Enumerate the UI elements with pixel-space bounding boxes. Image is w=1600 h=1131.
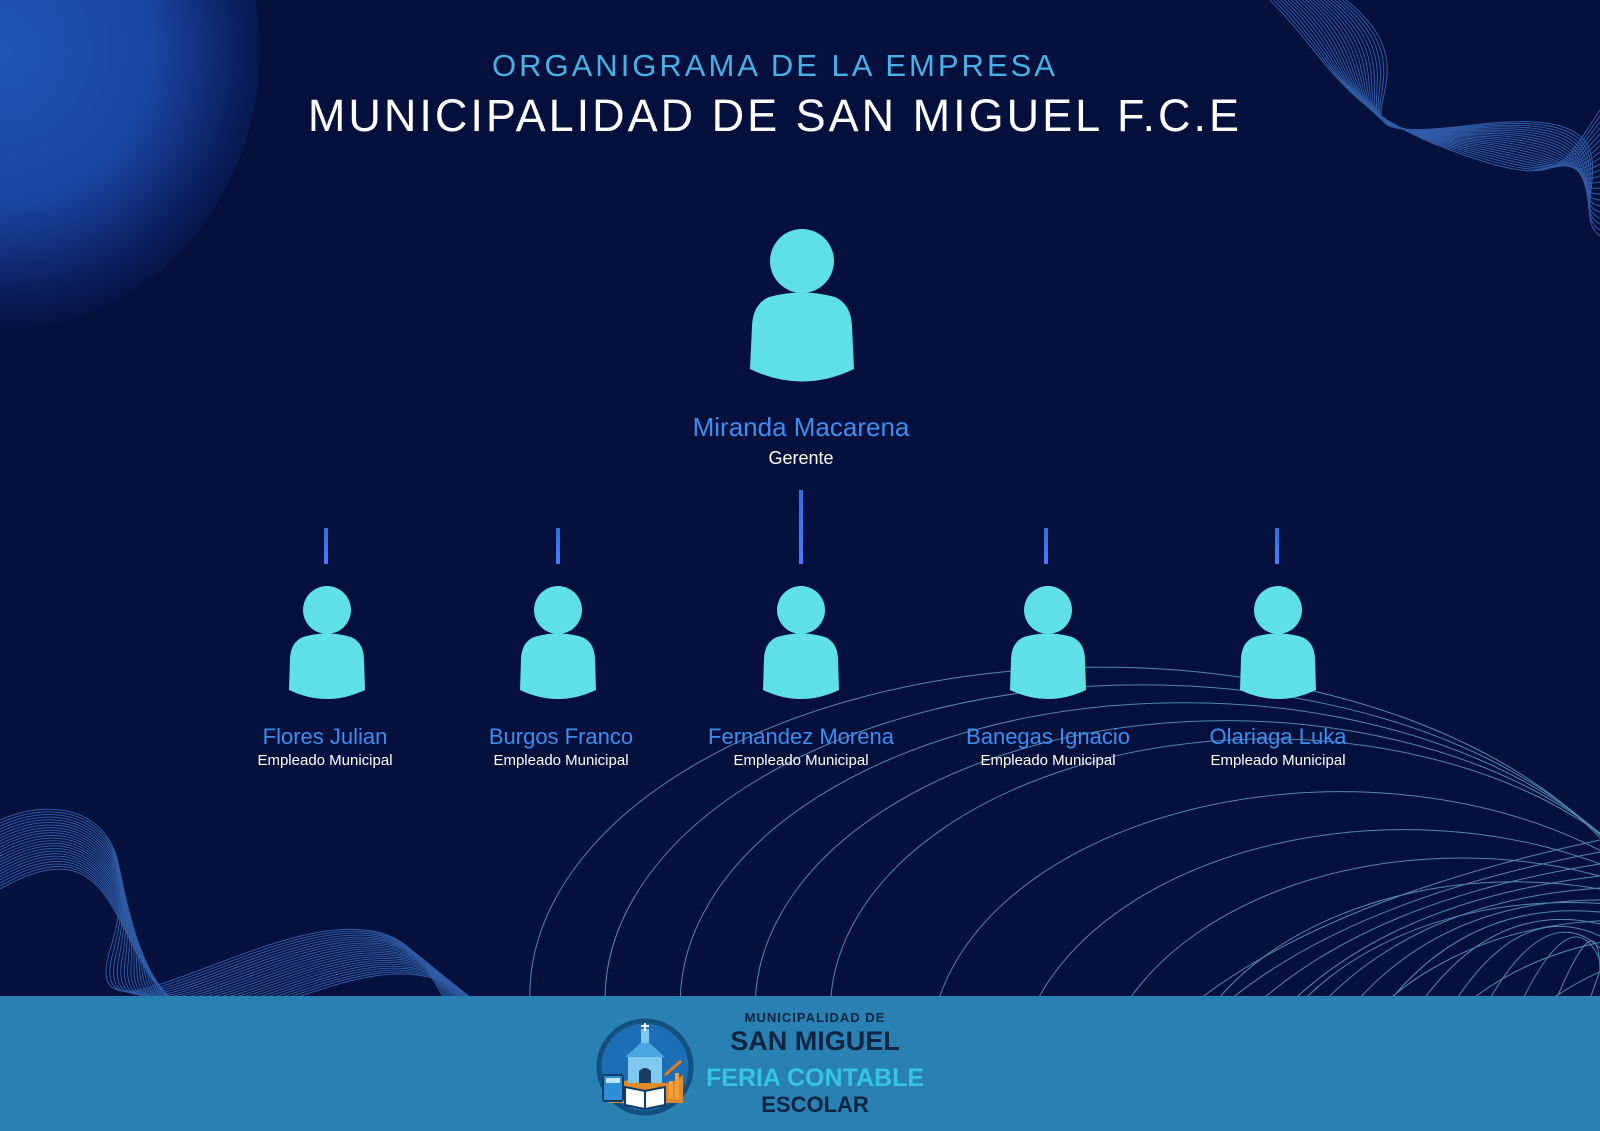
logo-line-2: SAN MIGUEL [730,1026,900,1056]
connector-manager-drop [799,490,803,564]
connector-drop-2 [556,528,560,564]
wave-line [1338,0,1600,225]
connector-drop-4 [1044,528,1048,564]
person-icon [520,586,596,699]
wave-line [1284,0,1600,167]
employee-name: Flores Julian [262,724,388,749]
employee-role: Empleado Municipal [733,752,869,769]
logo-line-3: FERIA CONTABLE [705,1064,925,1092]
wave-line [604,684,1600,1131]
footer-band [0,996,1600,1131]
employee-name: Banegas Ignacio [966,724,1130,749]
connector-drop-1 [324,528,328,564]
employee-role: Empleado Municipal [493,752,629,769]
wave-line [1327,0,1600,207]
manager-role: Gerente [768,448,834,468]
wave-line [1345,0,1600,237]
page-title: MUNICIPALIDAD DE SAN MIGUEL F.C.E [307,90,1243,141]
page-subtitle: ORGANIGRAMA DE LA EMPRESA [492,48,1058,83]
logo-line-4: ESCOLAR [761,1092,869,1117]
person-icon [1240,586,1316,699]
wave-line [1330,0,1600,213]
wave-line [1334,0,1600,219]
wave-line [1341,0,1600,231]
employee-role: Empleado Municipal [980,752,1116,769]
logo-emblem-icon [596,1018,694,1116]
person-icon [763,586,839,699]
wave-line [1320,0,1600,195]
wave-line [1312,0,1600,184]
wave-line [679,702,1600,1131]
person-icon [1010,586,1086,699]
person-icon [750,229,854,382]
logo-line-1: MUNICIPALIDAD DE [744,1010,886,1025]
wave-line [529,666,1600,1131]
wave-line [1323,0,1600,201]
wave-line [1316,0,1600,189]
employee-name: Fernandez Morena [708,724,894,749]
employee-role: Empleado Municipal [1210,752,1346,769]
wave-line [754,720,1600,1131]
employee-name: Burgos Franco [488,724,634,749]
person-icon [289,586,365,699]
employee-role: Empleado Municipal [257,752,393,769]
connector-drop-5 [1275,528,1279,564]
manager-name: Miranda Macarena [692,412,910,442]
employee-name: Olariaga Luka [1209,724,1347,749]
wave-lines-top-right [1269,0,1600,237]
